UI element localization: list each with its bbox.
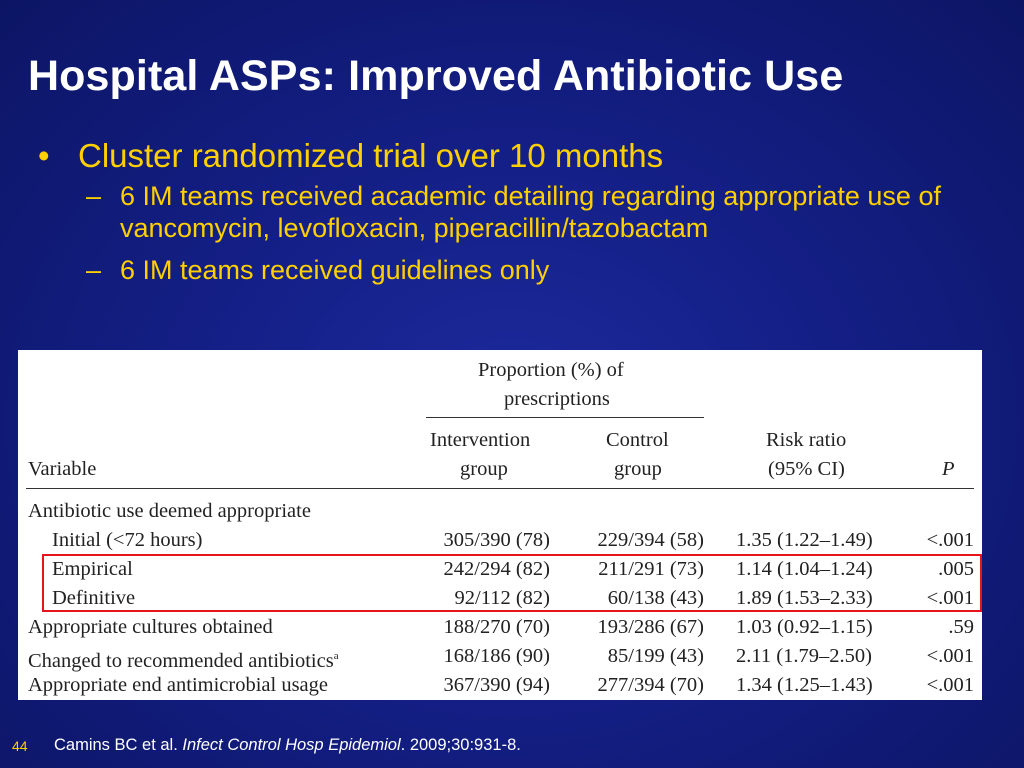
row-variable: Initial (<72 hours): [52, 529, 203, 551]
header-rule: [26, 488, 974, 489]
row-variable: Changed to recommended antibioticsa: [28, 649, 339, 672]
row-control: 211/291 (73): [598, 558, 704, 580]
row-control: 229/394 (58): [597, 529, 704, 551]
row-p-value: <.001: [926, 529, 974, 551]
col-control-line1: Control: [606, 429, 669, 451]
col-p: P: [942, 458, 955, 480]
row-p-value: .005: [938, 558, 974, 580]
group-header-line2: prescriptions: [504, 388, 610, 410]
row-p-value: <.001: [926, 645, 974, 667]
row-control: 193/286 (67): [597, 616, 704, 638]
citation-authors: Camins BC et al.: [54, 736, 183, 754]
row-variable: Definitive: [52, 587, 136, 609]
sub-bullet-item: – 6 IM teams received guidelines only: [86, 254, 998, 286]
dash-icon: –: [86, 181, 102, 211]
citation-journal: Infect Control Hosp Epidemiol: [182, 736, 401, 754]
row-variable: Appropriate cultures obtained: [28, 616, 273, 638]
row-control: 60/138 (43): [607, 587, 704, 609]
row-variable: Empirical: [52, 558, 133, 580]
row-risk-ratio: 1.35 (1.22–1.49): [736, 529, 873, 551]
row-risk-ratio: 1.14 (1.04–1.24): [736, 558, 873, 580]
row-intervention: 367/390 (94): [443, 674, 550, 696]
row-risk-ratio: 1.89 (1.53–2.33): [736, 587, 873, 609]
row-intervention: 188/270 (70): [443, 616, 550, 638]
row-variable: Appropriate end antimicrobial usage: [28, 674, 328, 696]
results-table-image: Proportion (%) of prescriptions Interven…: [18, 350, 982, 700]
row-risk-ratio: 2.11 (1.79–2.50): [736, 645, 872, 667]
dash-icon: –: [86, 255, 102, 285]
row-p-value: <.001: [926, 674, 974, 696]
col-control-line2: group: [614, 458, 662, 480]
row-intervention: 242/294 (82): [443, 558, 550, 580]
bullet-dot-icon: •: [38, 137, 50, 174]
page-number: 44: [12, 738, 28, 754]
col-risk-line2: (95% CI): [768, 458, 845, 480]
group-header-rule: [426, 417, 704, 418]
col-intervention-line1: Intervention: [430, 429, 531, 451]
row-intervention: 168/186 (90): [443, 645, 550, 667]
col-variable: Variable: [28, 458, 97, 480]
sub-bullet-text: 6 IM teams received guidelines only: [120, 255, 550, 285]
slide-title: Hospital ASPs: Improved Antibiotic Use: [28, 52, 844, 100]
citation: Camins BC et al. Infect Control Hosp Epi…: [54, 736, 521, 755]
bullet-list: • Cluster randomized trial over 10 month…: [38, 136, 998, 296]
row-control: 277/394 (70): [597, 674, 704, 696]
row-control: 85/199 (43): [607, 645, 704, 667]
group-header-line1: Proportion (%) of: [478, 359, 624, 381]
row-intervention: 305/390 (78): [443, 529, 550, 551]
col-risk-line1: Risk ratio: [766, 429, 847, 451]
row-footnote-marker: a: [333, 650, 339, 662]
row-risk-ratio: 1.34 (1.25–1.43): [736, 674, 873, 696]
citation-details: . 2009;30:931-8.: [400, 736, 521, 754]
bullet-text: Cluster randomized trial over 10 months: [78, 137, 664, 174]
row-intervention: 92/112 (82): [454, 587, 550, 609]
row-p-value: <.001: [926, 587, 974, 609]
row-risk-ratio: 1.03 (0.92–1.15): [736, 616, 873, 638]
sub-bullet-item: – 6 IM teams received academic detailing…: [86, 180, 998, 244]
col-intervention-line2: group: [460, 458, 508, 480]
sub-bullet-text: 6 IM teams received academic detailing r…: [120, 181, 941, 243]
highlight-box: [42, 554, 982, 612]
bullet-item: • Cluster randomized trial over 10 month…: [38, 136, 998, 176]
row-p-value: .59: [948, 616, 974, 638]
sub-bullet-list: – 6 IM teams received academic detailing…: [86, 180, 998, 286]
section-label: Antibiotic use deemed appropriate: [28, 500, 311, 522]
